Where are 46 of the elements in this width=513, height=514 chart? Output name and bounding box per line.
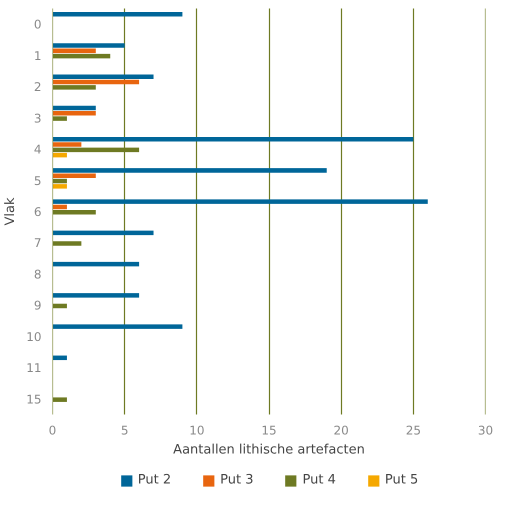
- bar: [52, 204, 67, 210]
- bar: [52, 80, 140, 84]
- bar: [52, 324, 182, 329]
- y-tick-label: 7: [34, 236, 42, 250]
- y-tick-label: 8: [34, 267, 42, 282]
- legend-label: Put 5: [384, 472, 418, 488]
- x-tick-label: 10: [189, 424, 204, 438]
- x-tick-label: 25: [406, 424, 421, 438]
- bar: [52, 111, 96, 116]
- y-tick-label: 15: [26, 392, 42, 406]
- bar: [52, 43, 125, 48]
- bar: [52, 152, 67, 158]
- legend-label: Put 4: [302, 472, 336, 488]
- bar: [52, 262, 140, 266]
- legend-label: Put 3: [220, 472, 254, 488]
- bar: [52, 12, 182, 17]
- bar: [52, 106, 96, 110]
- x-tick-label: 15: [261, 424, 277, 438]
- y-tick-label: 0: [34, 18, 42, 32]
- x-tick-label: 30: [478, 424, 494, 438]
- bar: [52, 230, 154, 236]
- x-tick-label: 0: [48, 424, 56, 438]
- y-axis-title: Vlak: [3, 197, 18, 226]
- y-tick-label: 10: [26, 330, 42, 344]
- bar: [52, 168, 327, 173]
- bar: [52, 48, 96, 54]
- y-tick-label: 6: [34, 205, 42, 219]
- y-tick-label: 3: [34, 111, 42, 126]
- x-axis-title: Aantallen lithische artefacten: [173, 442, 365, 458]
- x-tick-label: 5: [120, 424, 128, 438]
- bar: [52, 142, 82, 147]
- bar: [52, 184, 67, 189]
- bar: [52, 356, 67, 360]
- y-tick-label: 4: [34, 142, 42, 157]
- bar: [52, 199, 428, 204]
- x-tick-label: 20: [334, 424, 349, 438]
- y-tick-label: 2: [34, 80, 42, 94]
- y-tick-label: 9: [34, 298, 42, 313]
- bar: [52, 74, 154, 79]
- bar: [52, 136, 414, 142]
- y-tick-label: 11: [26, 361, 42, 376]
- bar: [52, 293, 140, 298]
- bar: [52, 173, 96, 178]
- y-tick-label: 1: [34, 48, 42, 63]
- y-tick-label: 5: [34, 174, 42, 188]
- legend-label: Put 2: [138, 472, 172, 488]
